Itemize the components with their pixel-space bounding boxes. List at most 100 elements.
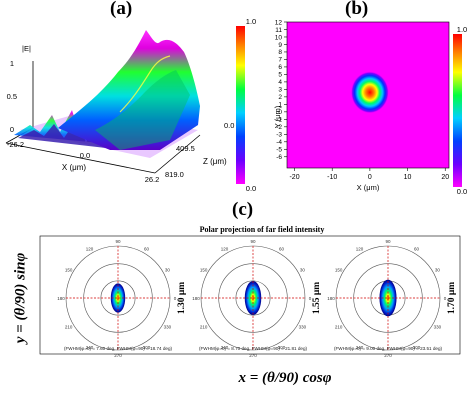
a-colorbar [236,26,245,184]
c-frame [39,235,461,355]
polar-size-label: 1.55 μm [312,282,322,314]
b-ytick-label: -4 [276,139,282,146]
polar-fwhm-caption: (FWHM(φ=0) = 9.00 deg, FWHM(φ=90) = 23.5… [334,346,443,351]
a-xtick: -26.2 [7,140,24,149]
b-ytick-label: -2 [276,124,282,131]
polar-angle-label: 270 [249,353,257,358]
b-ytick-label: 6 [278,64,282,71]
a-xlabel: X (μm) [62,163,86,172]
a-colorbar-max: 1.0 [246,17,256,26]
polar-angle-label: 90 [115,239,121,244]
polar-angle-label: 120 [86,246,94,251]
polar-angle-label: 240 [221,345,229,350]
polar-ring [100,280,136,316]
b-ytick-label: -3 [276,132,282,139]
polar-angle-label: 150 [335,267,343,272]
polar-angle-label: 300 [413,345,421,350]
polar-angle-label: 210 [200,324,208,329]
polar-lobe [379,279,397,317]
a-zlabel: |E| [22,44,31,53]
b-ytick-label: 8 [278,49,282,56]
a-x-axis [5,142,156,174]
b-ytick-label: 1 [278,102,282,109]
polar-angle-label: 90 [250,239,256,244]
b-ytick-label: -5 [276,147,282,154]
polar-angle-label: 60 [279,246,285,251]
polar-plot: 90 60 120 30 150 0 180 330 210 300 240 270 1.55 μm (F… [192,239,322,358]
panel-a-label: (a) [110,0,133,19]
polar-angle-label: 0 [174,296,177,301]
panel-a-surface [5,30,201,174]
polar-angle-label: 180 [327,296,335,301]
a-ytick: 409.5 [176,144,195,153]
polar-angle-label: 270 [384,353,392,358]
b-ytick-label: 2 [278,94,282,101]
polar-lobe [110,283,126,313]
b-colorbar [453,34,462,187]
b-ytick-label: 3 [278,87,282,94]
polar-angle-label: 180 [57,296,65,301]
b-xtick-label: -10 [327,174,337,181]
c-ylabel-box: y = (θ/90) sinφ [7,244,35,352]
polar-angle-label: 150 [65,267,73,272]
polar-angle-label: 30 [300,267,306,272]
b-xtick-label: 20 [441,174,449,181]
polar-angle-label: 240 [86,345,94,350]
polar-size-label: 1.30 μm [177,282,187,314]
b-mode-spot [350,71,389,114]
polar-angle-label: 150 [200,267,208,272]
a-ylabel: Z (μm) [203,157,227,166]
polar-fwhm-caption: (FWHM(φ=0) = 7.60 deg, FWHM(φ=90) = 18.7… [64,346,173,351]
b-ytick-label: 12 [275,19,283,26]
polar-angle-label: 120 [221,246,229,251]
polar-angle-label: 30 [165,267,171,272]
polar-angle-label: 180 [192,296,200,301]
c-ylabel: y = (θ/90) sinφ [12,252,29,344]
polar-angle-label: 330 [299,324,307,329]
b-ylabel: Y (μm) [273,105,282,128]
b-xtick-label: 0 [368,174,372,181]
a-ztick: 0.5 [7,92,17,101]
b-ytick-label: -1 [276,117,282,124]
polar-angle-label: 270 [114,353,122,358]
polar-plot: 90 60 120 30 150 0 180 330 210 300 240 270 1.70 μm (F… [327,239,457,358]
b-ytick-label: 7 [278,57,282,64]
polar-angle-label: 300 [143,345,151,350]
polar-size-label: 1.70 μm [447,282,457,314]
b-colorbar-min: 0.0 [457,187,467,196]
a-y-axis [154,134,201,174]
b-ytick-label: 5 [278,72,282,79]
a-ytick: 819.0 [165,170,184,179]
polar-angle-label: 0 [309,296,312,301]
b-ytick-label: 9 [278,42,282,49]
b-xtick-label: 10 [404,174,412,181]
polar-lobe [244,280,262,316]
polar-angle-label: 60 [414,246,420,251]
b-ytick-label: 11 [275,27,282,34]
polar-angle-label: 60 [144,246,150,251]
b-ytick-label: 4 [278,79,282,86]
b-ytick-label: 0 [278,109,282,116]
b-colorbar-max: 1.0 [457,25,467,34]
c-title: Polar projection of far field intensity [200,225,325,234]
a-ztick: 1 [10,59,14,68]
polar-angle-label: 330 [164,324,172,329]
polar-angle-label: 90 [385,239,391,244]
polar-angle-label: 30 [435,267,441,272]
polar-angle-label: 210 [65,324,73,329]
polar-ring [235,280,271,316]
b-ytick-label: -6 [276,154,282,161]
panel-c-label: (c) [232,199,254,220]
polar-plot: 90 60 120 30 150 0 180 330 210 300 240 270 1.30 μm (F… [57,239,187,358]
panel-b-label: (b) [345,0,369,19]
polar-angle-label: 120 [356,246,364,251]
b-xtick-label: -20 [289,174,299,181]
c-xlabel: x = (θ/90) cosφ [238,370,332,386]
polar-angle-label: 240 [356,345,364,350]
a-colorbar-min: 0.0 [246,184,256,193]
a-xtick: 26.2 [145,175,160,184]
polar-angle-label: 0 [444,296,447,301]
b-ytick-label: 10 [275,34,283,41]
